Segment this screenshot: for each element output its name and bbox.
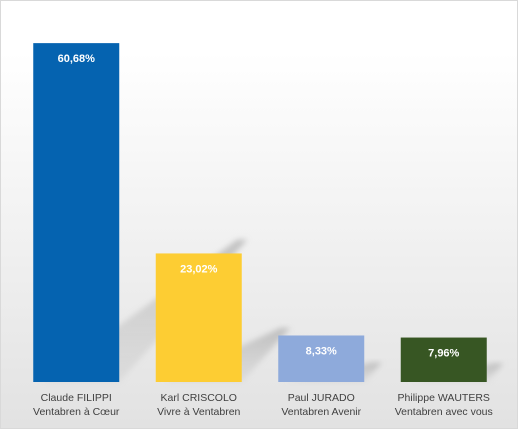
bar	[155, 253, 242, 382]
bars	[33, 43, 487, 382]
category-label: Philippe WAUTERS	[398, 392, 490, 404]
category-label: Paul JURADO	[288, 392, 355, 404]
data-label: 60,68%	[58, 53, 96, 65]
bar	[33, 43, 120, 382]
category-label: Ventabren Avenir	[281, 406, 361, 418]
category-label: Claude FILIPPI	[41, 392, 112, 404]
category-label: Ventabren avec vous	[395, 406, 493, 418]
data-label: 7,96%	[428, 348, 459, 360]
bar	[400, 337, 487, 382]
category-label: Karl CRISCOLO	[161, 392, 237, 404]
category-label: Ventabren à Cœur	[33, 406, 120, 418]
value-labels: 60,68% 23,02% 8,33% 7,96%	[58, 53, 460, 359]
data-label: 23,02%	[180, 263, 218, 275]
data-label: 8,33%	[306, 345, 337, 357]
bar	[278, 335, 365, 382]
category-label: Vivre à Ventabren	[157, 406, 240, 418]
category-labels: Claude FILIPPI Ventabren à Cœur Karl CRISC…	[33, 392, 493, 418]
